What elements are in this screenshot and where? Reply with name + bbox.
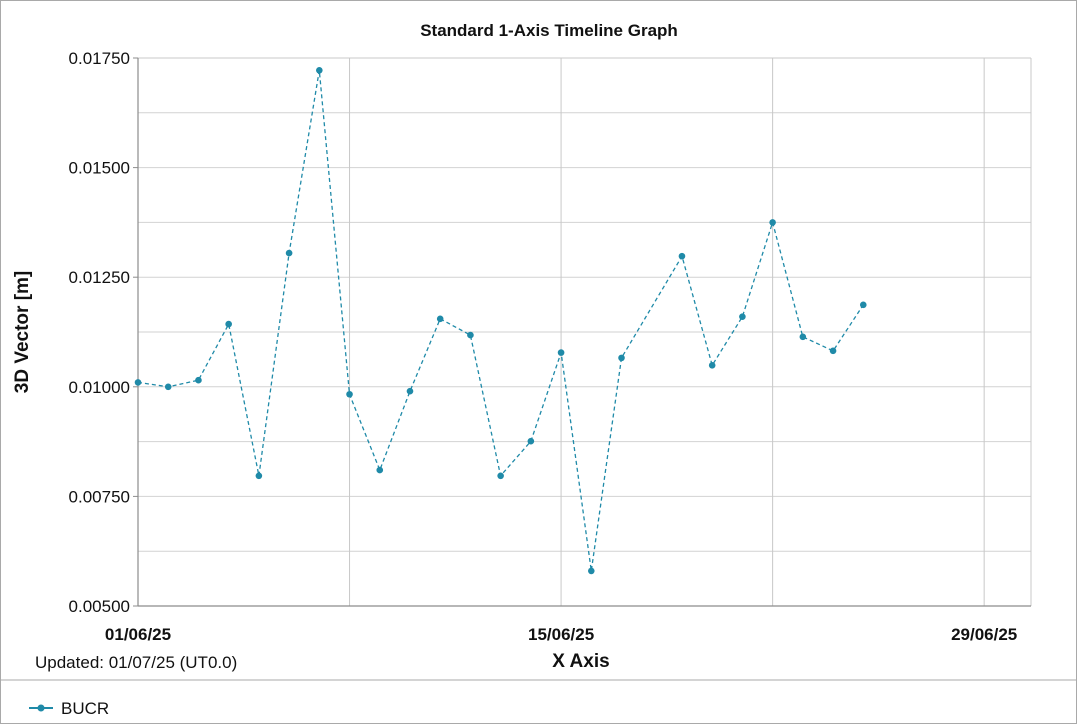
chart-title: Standard 1-Axis Timeline Graph	[420, 21, 678, 40]
data-point	[708, 362, 716, 369]
vertical-gridlines	[349, 58, 985, 606]
data-point	[376, 466, 384, 474]
data-point	[346, 390, 353, 398]
data-point	[406, 387, 414, 395]
data-point	[587, 567, 595, 575]
x-tick-label: 01/06/25	[105, 625, 171, 644]
data-point	[799, 333, 807, 341]
data-point	[859, 301, 867, 309]
data-point	[195, 376, 202, 384]
data-point	[164, 383, 172, 391]
data-point	[316, 66, 323, 74]
data-point	[618, 354, 625, 362]
data-point	[255, 472, 263, 480]
x-axis-label: X Axis	[552, 651, 609, 672]
y-tick-label: 0.01250	[69, 268, 130, 287]
series-line-bucr	[137, 70, 864, 571]
plot-area: 0.00500 0.00750 0.01000 0.01250 0.01500 0.017…	[69, 49, 1032, 644]
y-tick-label: 0.00750	[69, 487, 130, 506]
updated-timestamp: Updated: 01/07/25 (UT0.0)	[35, 653, 237, 672]
data-point	[739, 313, 746, 320]
x-tick-label: 29/06/25	[951, 625, 1017, 644]
y-tick-label: 0.01000	[69, 378, 130, 397]
data-point	[497, 472, 504, 480]
y-tick-label: 0.01750	[69, 49, 130, 68]
data-point	[436, 315, 444, 323]
y-axis-label: 3D Vector [m]	[12, 271, 33, 393]
x-tick-label: 15/06/25	[528, 625, 594, 644]
legend-swatch-marker	[37, 704, 45, 712]
legend-entry-bucr: BUCR	[61, 699, 109, 718]
data-point	[769, 219, 776, 226]
data-point	[467, 331, 474, 339]
y-tick-labels: 0.00500 0.00750 0.01000 0.01250 0.01500 0.017…	[69, 49, 138, 616]
data-point	[134, 379, 142, 386]
data-point	[285, 249, 293, 257]
data-point	[225, 320, 232, 328]
data-point	[557, 349, 565, 356]
legend: BUCR	[29, 699, 109, 718]
x-tick-labels: 01/06/25 15/06/25 29/06/25	[105, 625, 1017, 644]
data-point	[527, 437, 535, 445]
y-tick-label: 0.00500	[69, 597, 130, 616]
y-tick-label: 0.01500	[69, 159, 130, 178]
series-layer	[134, 66, 867, 575]
data-point	[678, 252, 686, 260]
data-point	[829, 347, 837, 355]
